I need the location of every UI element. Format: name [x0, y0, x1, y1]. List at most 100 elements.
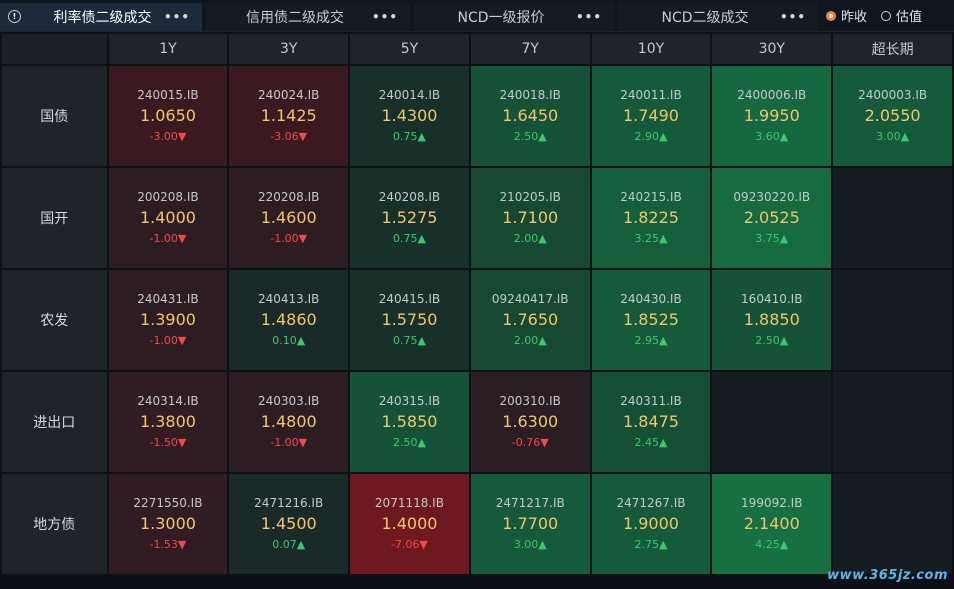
info-icon[interactable]: ! — [8, 10, 21, 23]
column-header[interactable]: 3Y — [227, 32, 351, 66]
bond-cell[interactable]: 240018.IB 1.6450 2.50▲ — [468, 64, 592, 168]
bond-code: 2471217.IB — [495, 496, 565, 510]
bond-yield: 1.7700 — [502, 514, 559, 533]
bond-code: 2400006.IB — [737, 88, 807, 102]
bond-yield: 1.3000 — [139, 514, 196, 533]
yield-change: 4.25▲ — [755, 538, 789, 551]
yield-change: 2.00▲ — [513, 334, 547, 347]
bond-code: 240430.IB — [620, 292, 682, 306]
tab-label: NCD一级报价 — [457, 9, 545, 26]
tab-rate-bond-trades[interactable]: ! 利率债二级成交 ••• — [0, 2, 202, 31]
bond-yield: 1.4800 — [260, 412, 317, 431]
bond-yield: 1.4860 — [260, 310, 317, 329]
bond-cell[interactable]: 2471217.IB 1.7700 3.00▲ — [468, 472, 592, 576]
bond-cell[interactable]: 240014.IB 1.4300 0.75▲ — [348, 64, 471, 168]
bond-yield: 1.4000 — [381, 514, 438, 533]
empty-cell — [831, 166, 954, 270]
bond-cell[interactable]: 2400006.IB 1.9950 3.60▲ — [710, 64, 834, 168]
column-header[interactable]: 7Y — [468, 32, 592, 66]
bond-code: 240315.IB — [378, 394, 441, 408]
bond-yield: 1.4600 — [260, 208, 317, 227]
bond-cell[interactable]: 240215.IB 1.8225 3.25▲ — [589, 166, 713, 270]
bond-cell[interactable]: 09240417.IB 1.7650 2.00▲ — [468, 268, 592, 372]
bond-yield: 1.4000 — [139, 208, 196, 227]
bond-cell[interactable]: 2400003.IB 2.0550 3.00▲ — [831, 64, 954, 168]
bond-code: 240024.IB — [257, 88, 320, 102]
bond-code: 240311.IB — [620, 394, 682, 408]
bond-cell[interactable]: 240208.IB 1.5275 0.75▲ — [348, 166, 471, 270]
bond-cell[interactable]: 240011.IB 1.7490 2.90▲ — [589, 64, 713, 168]
yield-change: 3.75▲ — [755, 232, 789, 245]
bond-cell[interactable]: 200208.IB 1.4000 -1.00▼ — [106, 166, 230, 270]
grid-row: 地方债 2271550.IB 1.3000 -1.53▼ 2471216.IB 1.450… — [0, 472, 954, 576]
yield-change: 2.50▲ — [513, 130, 547, 143]
bond-code: 160410.IB — [741, 292, 803, 306]
bond-cell[interactable]: 240431.IB 1.3900 -1.00▼ — [106, 268, 230, 372]
more-menu-icon[interactable]: ••• — [371, 9, 398, 24]
column-header[interactable]: 超长期 — [831, 32, 954, 66]
bond-cell[interactable]: 2271550.IB 1.3000 -1.53▼ — [106, 472, 230, 576]
yield-change: 2.45▲ — [634, 436, 668, 449]
bond-cell[interactable]: 240015.IB 1.0650 -3.00▼ — [106, 64, 230, 168]
yield-change: -1.50▼ — [149, 436, 187, 449]
bond-cell[interactable]: 199092.IB 2.1400 4.25▲ — [710, 472, 834, 576]
bond-cell[interactable]: 240415.IB 1.5750 0.75▲ — [348, 268, 471, 372]
bond-cell[interactable]: 160410.IB 1.8850 2.50▲ — [710, 268, 834, 372]
empty-cell — [710, 370, 834, 474]
tab-credit-bond-trades[interactable]: 信用债二级成交 ••• — [206, 2, 410, 31]
bond-yield: 1.6300 — [502, 412, 559, 431]
bond-code: 210205.IB — [499, 190, 561, 204]
bond-code: 240208.IB — [378, 190, 441, 204]
more-menu-icon[interactable]: ••• — [779, 9, 806, 24]
bond-yield: 1.3800 — [139, 412, 196, 431]
bond-cell[interactable]: 2071118.IB 1.4000 -7.06▼ — [348, 472, 471, 576]
bond-cell[interactable]: 240430.IB 1.8525 2.95▲ — [589, 268, 713, 372]
bond-yield: 1.3900 — [139, 310, 196, 329]
tab-label: 利率债二级成交 — [53, 9, 152, 26]
yield-change: 3.25▲ — [634, 232, 668, 245]
yield-change: 0.10▲ — [272, 334, 306, 347]
more-menu-icon[interactable]: ••• — [575, 9, 602, 24]
row-header: 进出口 — [0, 370, 109, 474]
grid-row: 国开 200208.IB 1.4000 -1.00▼ 220208.IB 1.4600 -1… — [0, 166, 954, 270]
column-header[interactable]: 30Y — [710, 32, 834, 66]
radio-valuation[interactable]: 估值 — [881, 6, 922, 25]
tab-label: NCD二级成交 — [661, 9, 749, 26]
bond-cell[interactable]: 240303.IB 1.4800 -1.00▼ — [227, 370, 351, 474]
bond-cell[interactable]: 240311.IB 1.8475 2.45▲ — [589, 370, 713, 474]
tab-ncd-primary-quotes[interactable]: NCD一级报价 ••• — [414, 2, 614, 31]
bond-cell[interactable]: 240314.IB 1.3800 -1.50▼ — [106, 370, 230, 474]
bond-code: 200310.IB — [499, 394, 561, 408]
grid-row: 进出口 240314.IB 1.3800 -1.50▼ 240303.IB 1.4800 -… — [0, 370, 954, 474]
yield-change: 0.07▲ — [272, 538, 306, 551]
bond-code: 240018.IB — [499, 88, 561, 102]
radio-label: 估值 — [896, 10, 923, 25]
bond-cell[interactable]: 240315.IB 1.5850 2.50▲ — [348, 370, 471, 474]
bond-code: 2400003.IB — [858, 88, 928, 102]
bond-code: 2071118.IB — [374, 496, 444, 510]
bond-cell[interactable]: 210205.IB 1.7100 2.00▲ — [468, 166, 592, 270]
bond-cell[interactable]: 240024.IB 1.1425 -3.06▼ — [227, 64, 351, 168]
bond-cell[interactable]: 200310.IB 1.6300 -0.76▼ — [468, 370, 592, 474]
empty-cell — [831, 472, 954, 576]
row-header: 国开 — [0, 166, 109, 270]
yield-change: 3.00▲ — [876, 130, 910, 143]
more-menu-icon[interactable]: ••• — [163, 9, 190, 24]
radio-prev-close[interactable]: 昨收 — [826, 6, 867, 25]
column-header[interactable]: 10Y — [589, 32, 713, 66]
tab-ncd-secondary-trades[interactable]: NCD二级成交 ••• — [618, 2, 818, 31]
yield-change: 2.75▲ — [634, 538, 668, 551]
yield-change: 2.90▲ — [634, 130, 668, 143]
bond-cell[interactable]: 220208.IB 1.4600 -1.00▼ — [227, 166, 351, 270]
empty-cell — [831, 370, 954, 474]
bond-yield: 1.0650 — [139, 106, 196, 125]
column-header[interactable]: 5Y — [348, 32, 471, 66]
grid-row: 国债 240015.IB 1.0650 -3.00▼ 240024.IB 1.1425 -3… — [0, 64, 954, 168]
yield-change: -7.06▼ — [390, 538, 428, 551]
bond-cell[interactable]: 09230220.IB 2.0525 3.75▲ — [710, 166, 834, 270]
bond-code: 2471267.IB — [616, 496, 686, 510]
bond-cell[interactable]: 2471216.IB 1.4500 0.07▲ — [227, 472, 351, 576]
column-header[interactable]: 1Y — [106, 32, 230, 66]
bond-cell[interactable]: 240413.IB 1.4860 0.10▲ — [227, 268, 351, 372]
bond-cell[interactable]: 2471267.IB 1.9000 2.75▲ — [589, 472, 713, 576]
